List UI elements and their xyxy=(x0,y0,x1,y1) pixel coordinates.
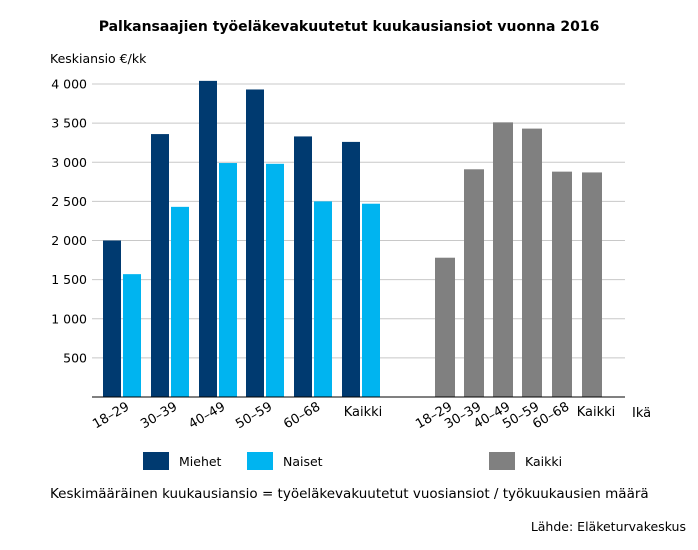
bar-kaikki-40-49 xyxy=(493,122,513,397)
bar-miehet-30-39 xyxy=(151,134,169,397)
y-tick-label: 1 500 xyxy=(51,272,87,287)
x-tick-label: 30–39 xyxy=(138,399,180,432)
bar-naiset-30-39 xyxy=(171,206,189,397)
source: Lähde: Eläketurvakeskus xyxy=(531,519,686,534)
bar-miehet-kaikki xyxy=(342,141,360,397)
x-tick-label: 50–59 xyxy=(233,399,275,432)
bar-miehet-50-59 xyxy=(246,89,264,397)
legend-swatch-miehet xyxy=(143,452,169,470)
bar-kaikki-50-59 xyxy=(522,128,542,398)
y-axis-label: Keskiansio €/kk xyxy=(50,51,147,66)
y-tick-label: 2 000 xyxy=(51,233,87,248)
x-tick-label: Kaikki xyxy=(344,405,383,420)
legend: Miehet Naiset Kaikki xyxy=(143,452,562,470)
y-tick-label: 3 500 xyxy=(51,116,87,131)
bar-kaikki-30-39 xyxy=(464,169,484,397)
legend-swatch-kaikki xyxy=(489,452,515,470)
bar-naiset-50-59 xyxy=(266,163,284,397)
bar-miehet-18-29 xyxy=(103,240,121,397)
x-tick-label: 18–29 xyxy=(90,399,132,432)
chart-title: Palkansaajien työeläkevakuutetut kuukaus… xyxy=(99,19,600,35)
y-tick-label: 2 500 xyxy=(51,194,87,209)
y-tick-label: 4 000 xyxy=(51,77,87,92)
bar-kaikki-kaikki xyxy=(582,172,602,397)
legend-label-kaikki: Kaikki xyxy=(525,454,562,469)
bar-naiset-18-29 xyxy=(123,274,141,397)
x-tick-label: 60–68 xyxy=(281,399,323,432)
y-tick-label: 1 000 xyxy=(51,311,87,326)
bar-naiset-40-49 xyxy=(219,163,237,397)
bar-kaikki-18-29 xyxy=(435,257,455,397)
legend-label-miehet: Miehet xyxy=(179,454,222,469)
y-tick-label: 500 xyxy=(63,350,87,365)
y-ticks: 500 1 000 1 500 2 000 2 500 3 000 3 500 4 000 xyxy=(51,77,87,366)
bar-naiset-60-68 xyxy=(314,201,332,397)
bar-miehet-40-49 xyxy=(199,80,217,398)
legend-swatch-naiset xyxy=(247,452,273,470)
y-tick-label: 3 000 xyxy=(51,155,87,170)
bar-kaikki-60-68 xyxy=(552,171,572,397)
x-tick-label: Kaikki xyxy=(577,405,616,420)
x-axis-label: Ikä xyxy=(632,406,651,421)
bars xyxy=(103,80,602,398)
x-ticks: 18–29 30–39 40–49 50–59 60–68 Kaikki 18–2930–3… xyxy=(90,399,615,432)
bar-naiset-kaikki xyxy=(362,203,380,397)
x-tick-label: 40–49 xyxy=(186,399,228,432)
bar-miehet-60-68 xyxy=(294,136,312,398)
legend-label-naiset: Naiset xyxy=(283,454,323,469)
footnote: Keskimääräinen kuukausiansio = työeläkev… xyxy=(50,486,649,502)
